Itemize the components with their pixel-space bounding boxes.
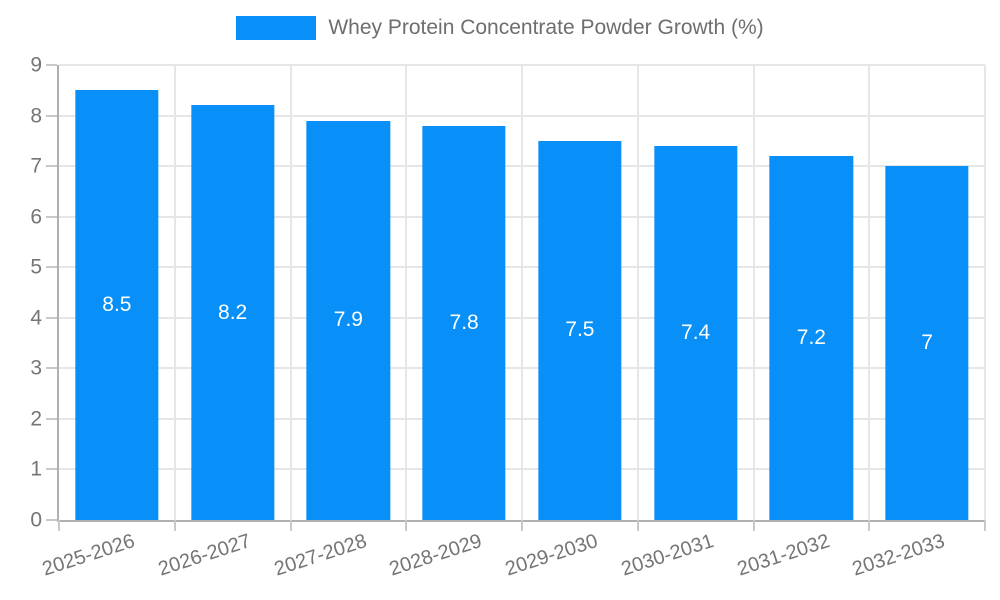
x-axis-tick bbox=[173, 520, 176, 531]
gridline-vertical bbox=[636, 65, 639, 520]
legend[interactable]: Whey Protein Concentrate Powder Growth (… bbox=[0, 16, 1000, 40]
bar-value-label: 7.8 bbox=[449, 310, 479, 334]
x-axis-tick bbox=[521, 520, 523, 531]
x-axis-label-cell: 2027-2028 bbox=[271, 520, 407, 590]
y-axis-tick bbox=[46, 114, 57, 117]
y-axis-tick-label: 5 bbox=[30, 255, 42, 279]
bar-value-label: 7.9 bbox=[333, 308, 363, 332]
bar-category-cell: 7.8 bbox=[406, 65, 522, 520]
bar[interactable]: 7.8 bbox=[422, 125, 506, 520]
bar[interactable]: 7.9 bbox=[306, 120, 391, 520]
y-axis-tick-label: 3 bbox=[30, 356, 42, 380]
x-axis-label-cell: 2026-2027 bbox=[156, 520, 291, 590]
x-axis-tick bbox=[289, 520, 292, 531]
y-axis-tick-label: 7 bbox=[30, 154, 42, 178]
x-axis-label-cell: 2030-2031 bbox=[619, 520, 754, 590]
y-axis-tick bbox=[46, 316, 57, 319]
x-axis-label-cell: 2025-2026 bbox=[40, 520, 175, 590]
y-axis-tick bbox=[46, 266, 57, 269]
x-axis-label-cell: 2029-2030 bbox=[503, 520, 638, 590]
bar-category-cell: 7.4 bbox=[638, 65, 754, 520]
y-axis-tick-label: 2 bbox=[30, 407, 42, 431]
x-axis-tick bbox=[58, 520, 60, 531]
bar-value-label: 8.2 bbox=[218, 300, 248, 324]
y-axis-tick bbox=[46, 519, 57, 521]
bar[interactable]: 7 bbox=[885, 166, 969, 520]
bar[interactable]: 7.5 bbox=[538, 140, 622, 520]
x-axis-tick bbox=[752, 520, 755, 531]
x-axis-label-cell: 2031-2032 bbox=[734, 520, 870, 590]
y-axis-tick-label: 8 bbox=[30, 104, 42, 128]
bar-value-label: 7 bbox=[921, 331, 933, 355]
y-axis-tick bbox=[46, 64, 57, 66]
x-axis-tick bbox=[405, 520, 408, 531]
bar-category-cell: 7 bbox=[869, 65, 985, 520]
bar-category-cell: 8.2 bbox=[175, 65, 291, 520]
x-axis-tick bbox=[636, 520, 639, 531]
bar-category-cell: 8.5 bbox=[59, 65, 175, 520]
gridline-vertical bbox=[289, 65, 292, 520]
gridline-vertical bbox=[521, 65, 523, 520]
y-axis-tick-label: 6 bbox=[30, 205, 42, 229]
x-axis-label-cell: 2032-2033 bbox=[850, 520, 985, 590]
legend-label[interactable]: Whey Protein Concentrate Powder Growth (… bbox=[328, 16, 764, 39]
y-axis-tick-label: 1 bbox=[30, 457, 42, 481]
gridline-vertical bbox=[405, 65, 408, 520]
y-axis-tick-label: 9 bbox=[30, 53, 42, 77]
gridline-vertical bbox=[868, 65, 871, 520]
y-axis-tick bbox=[46, 165, 57, 168]
bar-category-cell: 7.9 bbox=[291, 65, 407, 520]
bar-value-label: 7.2 bbox=[796, 326, 826, 349]
plot-area: 0 1 2 3 4 5 6 7 8 9 8.5 8.2 7.9 7.8 7.5 7.4 7.2 7 2025-2… bbox=[30, 55, 986, 580]
y-axis-tick-label: 0 bbox=[30, 508, 42, 532]
y-axis-tick bbox=[46, 367, 57, 370]
bar-value-label: 7.4 bbox=[681, 320, 711, 344]
bar[interactable]: 7.4 bbox=[653, 145, 738, 520]
x-axis-label-cell: 2028-2029 bbox=[387, 520, 522, 590]
y-axis-tick bbox=[46, 417, 57, 420]
x-axis-tick bbox=[984, 520, 986, 531]
bar-category-cell: 7.5 bbox=[522, 65, 638, 520]
bar-category-cell: 7.2 bbox=[754, 65, 870, 520]
bar-value-label: 8.5 bbox=[102, 293, 132, 317]
y-axis-tick bbox=[46, 215, 57, 218]
x-axis-category-label: 2025-2026 bbox=[39, 530, 138, 581]
gridline-vertical bbox=[752, 65, 755, 520]
bar[interactable]: 8.5 bbox=[75, 90, 159, 520]
x-axis-tick bbox=[868, 520, 871, 531]
y-axis-tick bbox=[46, 468, 57, 471]
gridline-vertical bbox=[984, 65, 986, 520]
bar[interactable]: 8.2 bbox=[190, 105, 275, 520]
bar-value-label: 7.5 bbox=[565, 318, 595, 342]
legend-swatch-icon[interactable] bbox=[236, 16, 317, 40]
x-axis-labels: 2025-2026 2026-2027 2027-2028 2028-2029 2029… bbox=[40, 520, 985, 590]
gridline-vertical bbox=[173, 65, 176, 520]
bar[interactable]: 7.2 bbox=[769, 156, 854, 520]
y-axis-tick-label: 4 bbox=[30, 306, 42, 330]
